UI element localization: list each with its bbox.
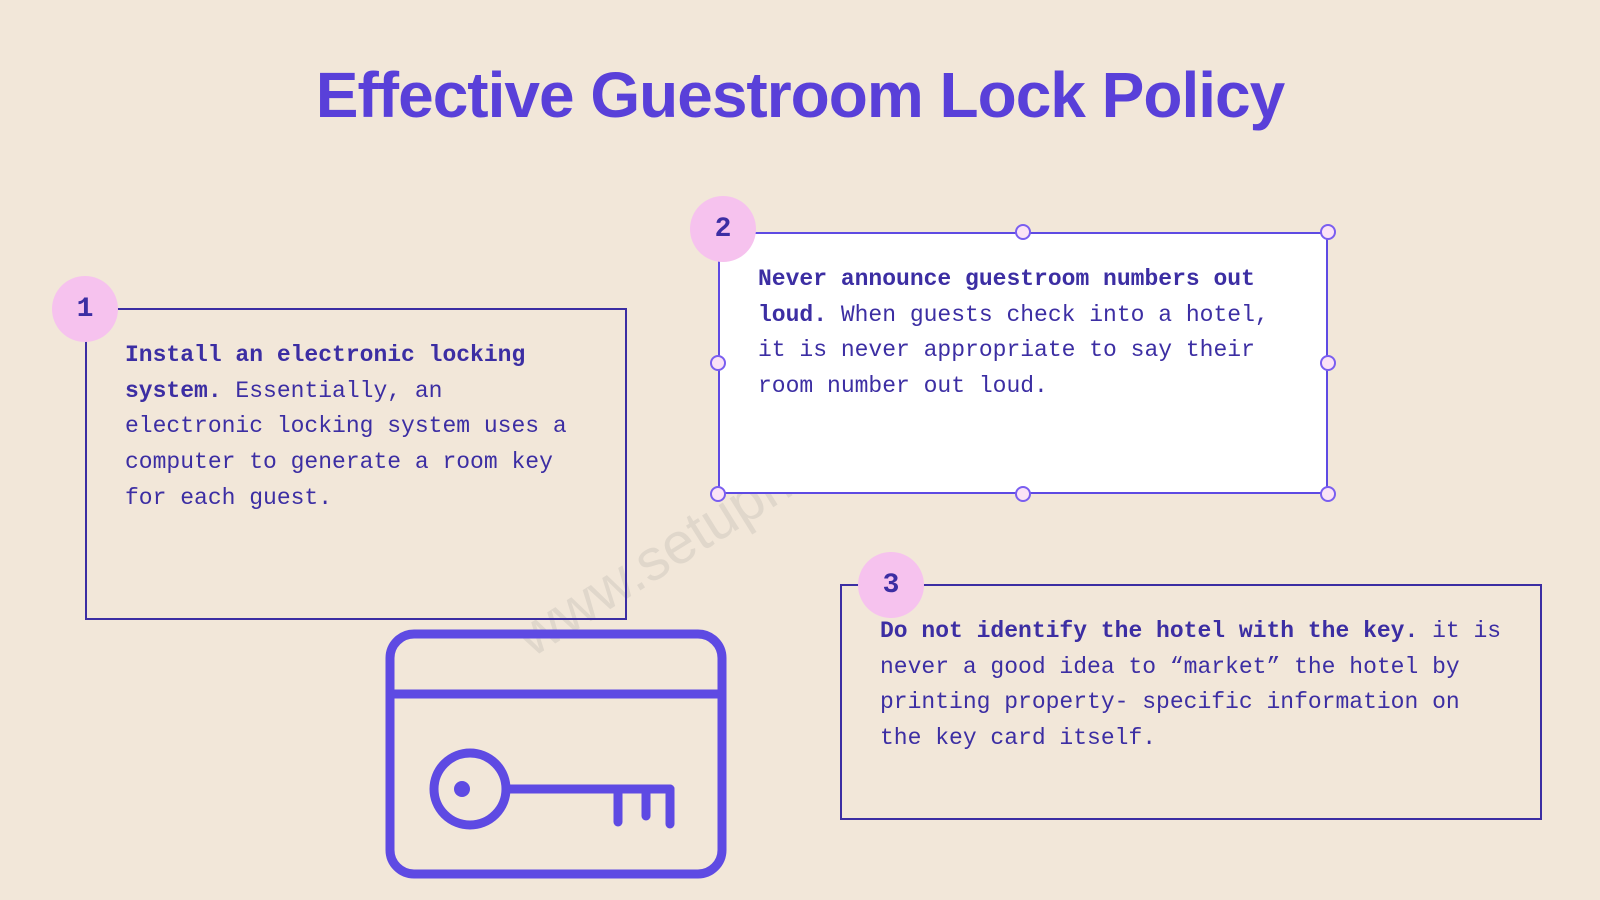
selection-handle[interactable] xyxy=(1015,486,1031,502)
badge-number-1: 1 xyxy=(77,294,94,325)
selection-handle[interactable] xyxy=(1320,224,1336,240)
selection-handle[interactable] xyxy=(710,355,726,371)
policy-text-1: Install an electronic locking system. Es… xyxy=(125,338,591,516)
selection-handle[interactable] xyxy=(1320,486,1336,502)
policy-card-1: Install an electronic locking system. Es… xyxy=(85,308,627,620)
policy-rest-2: When guests check into a hotel, it is ne… xyxy=(758,302,1269,399)
page-title: Effective Guestroom Lock Policy xyxy=(0,58,1600,132)
badge-1: 1 xyxy=(52,276,118,342)
policy-card-3: Do not identify the hotel with the key. … xyxy=(840,584,1542,820)
badge-3: 3 xyxy=(858,552,924,618)
badge-2: 2 xyxy=(690,196,756,262)
selection-handle[interactable] xyxy=(1320,355,1336,371)
selection-handle[interactable] xyxy=(710,486,726,502)
keycard-icon xyxy=(380,624,732,884)
policy-bold-3: Do not identify the hotel with the key. xyxy=(880,618,1418,644)
policy-text-2: Never announce guestroom numbers out lou… xyxy=(758,262,1292,405)
policy-text-3: Do not identify the hotel with the key. … xyxy=(880,614,1506,757)
badge-number-2: 2 xyxy=(715,214,732,245)
badge-number-3: 3 xyxy=(883,570,900,601)
selection-handle[interactable] xyxy=(1015,224,1031,240)
policy-card-2[interactable]: Never announce guestroom numbers out lou… xyxy=(718,232,1328,494)
